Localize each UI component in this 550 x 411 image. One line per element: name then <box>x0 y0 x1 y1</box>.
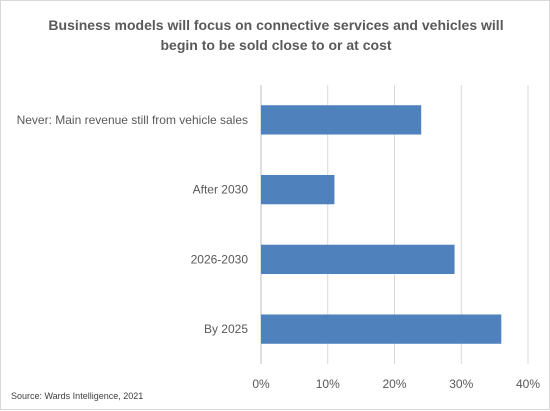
x-tick-labels: 0% 10% 20% 30% 40% <box>252 377 540 391</box>
category-label: 2026-2030 <box>191 252 249 266</box>
category-label: Never: Main revenue still from vehicle s… <box>17 113 248 127</box>
bar <box>261 174 335 205</box>
x-tick-label: 20% <box>382 377 406 391</box>
x-tick-label: 10% <box>316 377 340 391</box>
category-labels: Never: Main revenue still from vehicle s… <box>17 113 249 336</box>
bar <box>261 244 455 275</box>
bars <box>261 105 502 344</box>
source-note: Source: Wards Intelligence, 2021 <box>11 391 144 401</box>
x-tick-label: 40% <box>516 377 540 391</box>
bar <box>261 314 502 344</box>
category-label: By 2025 <box>204 322 248 336</box>
category-label: After 2030 <box>193 183 249 197</box>
x-tick-label: 30% <box>449 377 473 391</box>
x-tick-label: 0% <box>252 377 270 391</box>
chart-title: Business models will focus on connective… <box>48 17 504 53</box>
bar <box>261 105 422 135</box>
